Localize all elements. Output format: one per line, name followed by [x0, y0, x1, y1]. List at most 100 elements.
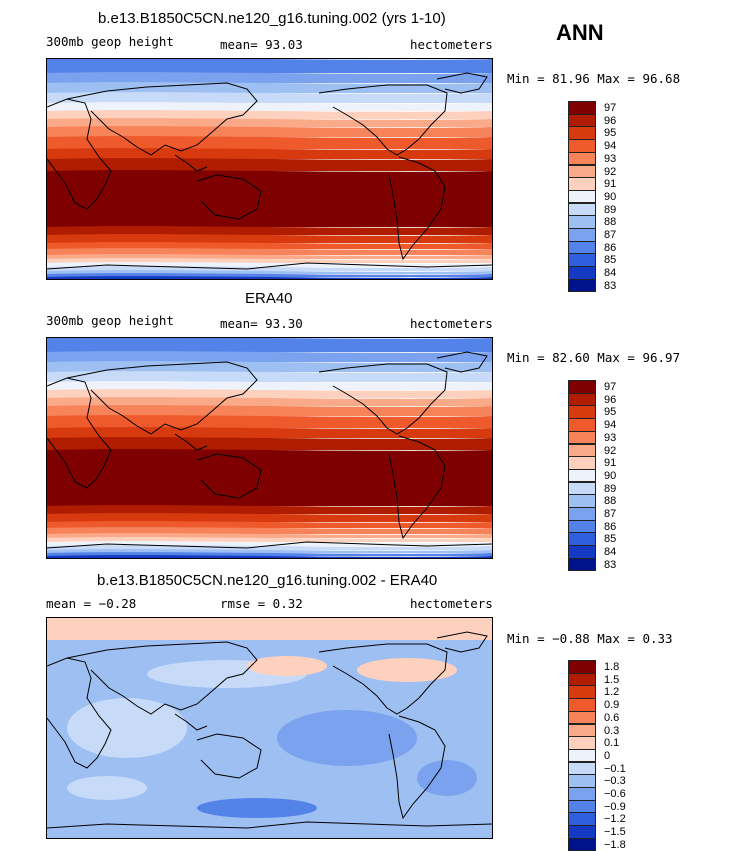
- map-field: [47, 59, 492, 279]
- colorbar-tick-label: 86: [604, 241, 617, 254]
- panel3-colorbar: 1.8 1.5 1.2 0.9 0.6 0.3 0.1 0 −0.1 −0.3 −0.6 −0.9 −1…: [568, 660, 626, 851]
- colorbar-swatch: [568, 787, 596, 801]
- colorbar-tick-label: 89: [604, 203, 617, 216]
- colorbar-tick-label: 93: [604, 152, 617, 165]
- colorbar-tick-label: 0.6: [604, 711, 620, 724]
- colorbar-tick-label: 84: [604, 546, 617, 559]
- colorbar-tick-label: −1.8: [604, 838, 626, 851]
- colorbar-tick-label: 1.2: [604, 686, 620, 699]
- colorbar-tick-label: 90: [604, 190, 617, 203]
- colorbar-swatch: [568, 456, 596, 470]
- colorbar-tick-label: 0.1: [604, 737, 620, 750]
- colorbar-swatch: [568, 723, 596, 737]
- colorbar-swatch: [568, 177, 596, 191]
- panel1-minmax-label: Min = 81.96 Max = 96.68: [507, 71, 681, 86]
- colorbar-swatch: [568, 481, 596, 496]
- colorbar-swatch: [568, 837, 596, 851]
- season-label: ANN: [556, 20, 604, 45]
- colorbar-tick-label: 83: [604, 279, 617, 292]
- colorbar-tick-label: −0.6: [604, 788, 626, 800]
- colorbar-tick-label: 94: [604, 419, 617, 432]
- colorbar-swatch: [568, 557, 596, 572]
- colorbar-swatch: [568, 202, 596, 217]
- colorbar-tick-label: 89: [604, 482, 617, 495]
- panel2-colorbar: 97 96 95 94 93 92 91 90 89 88 87 86 85 84 83: [568, 380, 616, 572]
- colorbar-tick-label: 83: [604, 558, 617, 571]
- colorbar-swatch: [568, 736, 596, 750]
- colorbar-tick-label: 0.9: [604, 699, 620, 712]
- colorbar-tick-label: 85: [604, 533, 617, 546]
- colorbar-swatch: [568, 532, 596, 546]
- colorbar-tick-label: 1.8: [604, 661, 620, 673]
- panel2-title: ERA40: [245, 290, 293, 307]
- panel1-field-label: 300mb geop height: [46, 34, 174, 49]
- colorbar-swatch: [568, 748, 596, 763]
- colorbar-swatch: [568, 151, 596, 166]
- map-field: [47, 338, 492, 558]
- colorbar-swatch: [568, 698, 596, 712]
- colorbar-tick-label: 87: [604, 229, 617, 241]
- panel3-rmse-label: rmse = 0.32: [220, 596, 303, 611]
- colorbar-swatch: [568, 126, 596, 140]
- panel2-minmax-label: Min = 82.60 Max = 96.97: [507, 350, 681, 365]
- colorbar-swatch: [568, 253, 596, 267]
- colorbar-tick-label: 96: [604, 393, 617, 406]
- colorbar-swatch: [568, 761, 596, 776]
- colorbar-tick-label: 92: [604, 444, 617, 457]
- colorbar-tick-label: 87: [604, 508, 617, 520]
- colorbar-swatch: [568, 228, 596, 242]
- panel3-units-label: hectometers: [410, 596, 493, 611]
- colorbar-tick-label: 90: [604, 469, 617, 482]
- colorbar-tick-label: 97: [604, 102, 617, 114]
- panel1-map: [46, 58, 493, 280]
- panel2-mean-label: mean= 93.30: [220, 316, 303, 331]
- colorbar-swatch: [568, 774, 596, 788]
- colorbar-swatch: [568, 189, 596, 204]
- colorbar-swatch: [568, 685, 596, 699]
- colorbar-tick-label: −1.5: [604, 826, 626, 839]
- map-field: [47, 618, 492, 838]
- colorbar-tick-label: −0.1: [604, 762, 626, 775]
- panel1-title: b.e13.B1850C5CN.ne120_g16.tuning.002 (yr…: [98, 10, 446, 27]
- colorbar-tick-label: 86: [604, 520, 617, 533]
- panel3-mean-label: mean = −0.28: [46, 596, 137, 611]
- colorbar-tick-label: 95: [604, 127, 617, 140]
- colorbar-swatch: [568, 825, 596, 839]
- panel1-mean-label: mean= 93.03: [220, 37, 303, 52]
- colorbar-tick-label: 93: [604, 431, 617, 444]
- panel1-units-label: hectometers: [410, 37, 493, 52]
- panel3-minmax-label: Min = −0.88 Max = 0.33: [507, 631, 673, 646]
- colorbar-swatch: [568, 215, 596, 229]
- colorbar-tick-label: 91: [604, 457, 617, 470]
- colorbar-tick-label: 0.3: [604, 724, 620, 737]
- colorbar-swatch: [568, 545, 596, 559]
- colorbar-swatch: [568, 240, 596, 255]
- colorbar-tick-label: 84: [604, 267, 617, 280]
- colorbar-tick-label: 85: [604, 254, 617, 267]
- colorbar-swatch: [568, 519, 596, 534]
- colorbar-tick-label: −1.2: [604, 813, 626, 826]
- colorbar-swatch: [568, 113, 596, 128]
- colorbar-tick-label: −0.9: [604, 800, 626, 813]
- colorbar-swatch: [568, 380, 596, 394]
- colorbar-swatch: [568, 468, 596, 483]
- colorbar-swatch: [568, 507, 596, 521]
- colorbar-swatch: [568, 278, 596, 293]
- panel2-units-label: hectometers: [410, 316, 493, 331]
- colorbar-tick-label: 88: [604, 495, 617, 508]
- colorbar-swatch: [568, 494, 596, 508]
- colorbar-tick-label: 91: [604, 178, 617, 191]
- colorbar-swatch: [568, 392, 596, 407]
- colorbar-tick-label: 1.5: [604, 673, 620, 686]
- colorbar-swatch: [568, 139, 596, 153]
- colorbar-swatch: [568, 164, 596, 178]
- colorbar-tick-label: −0.3: [604, 775, 626, 788]
- panel2-field-label: 300mb geop height: [46, 313, 174, 328]
- colorbar-tick-label: 88: [604, 216, 617, 229]
- panel1-colorbar: 97 96 95 94 93 92 91 90 89 88 87 86 85 84 83: [568, 101, 616, 293]
- colorbar-swatch: [568, 101, 596, 115]
- colorbar-swatch: [568, 812, 596, 826]
- colorbar-swatch: [568, 266, 596, 280]
- colorbar-swatch: [568, 710, 596, 725]
- colorbar-swatch: [568, 430, 596, 445]
